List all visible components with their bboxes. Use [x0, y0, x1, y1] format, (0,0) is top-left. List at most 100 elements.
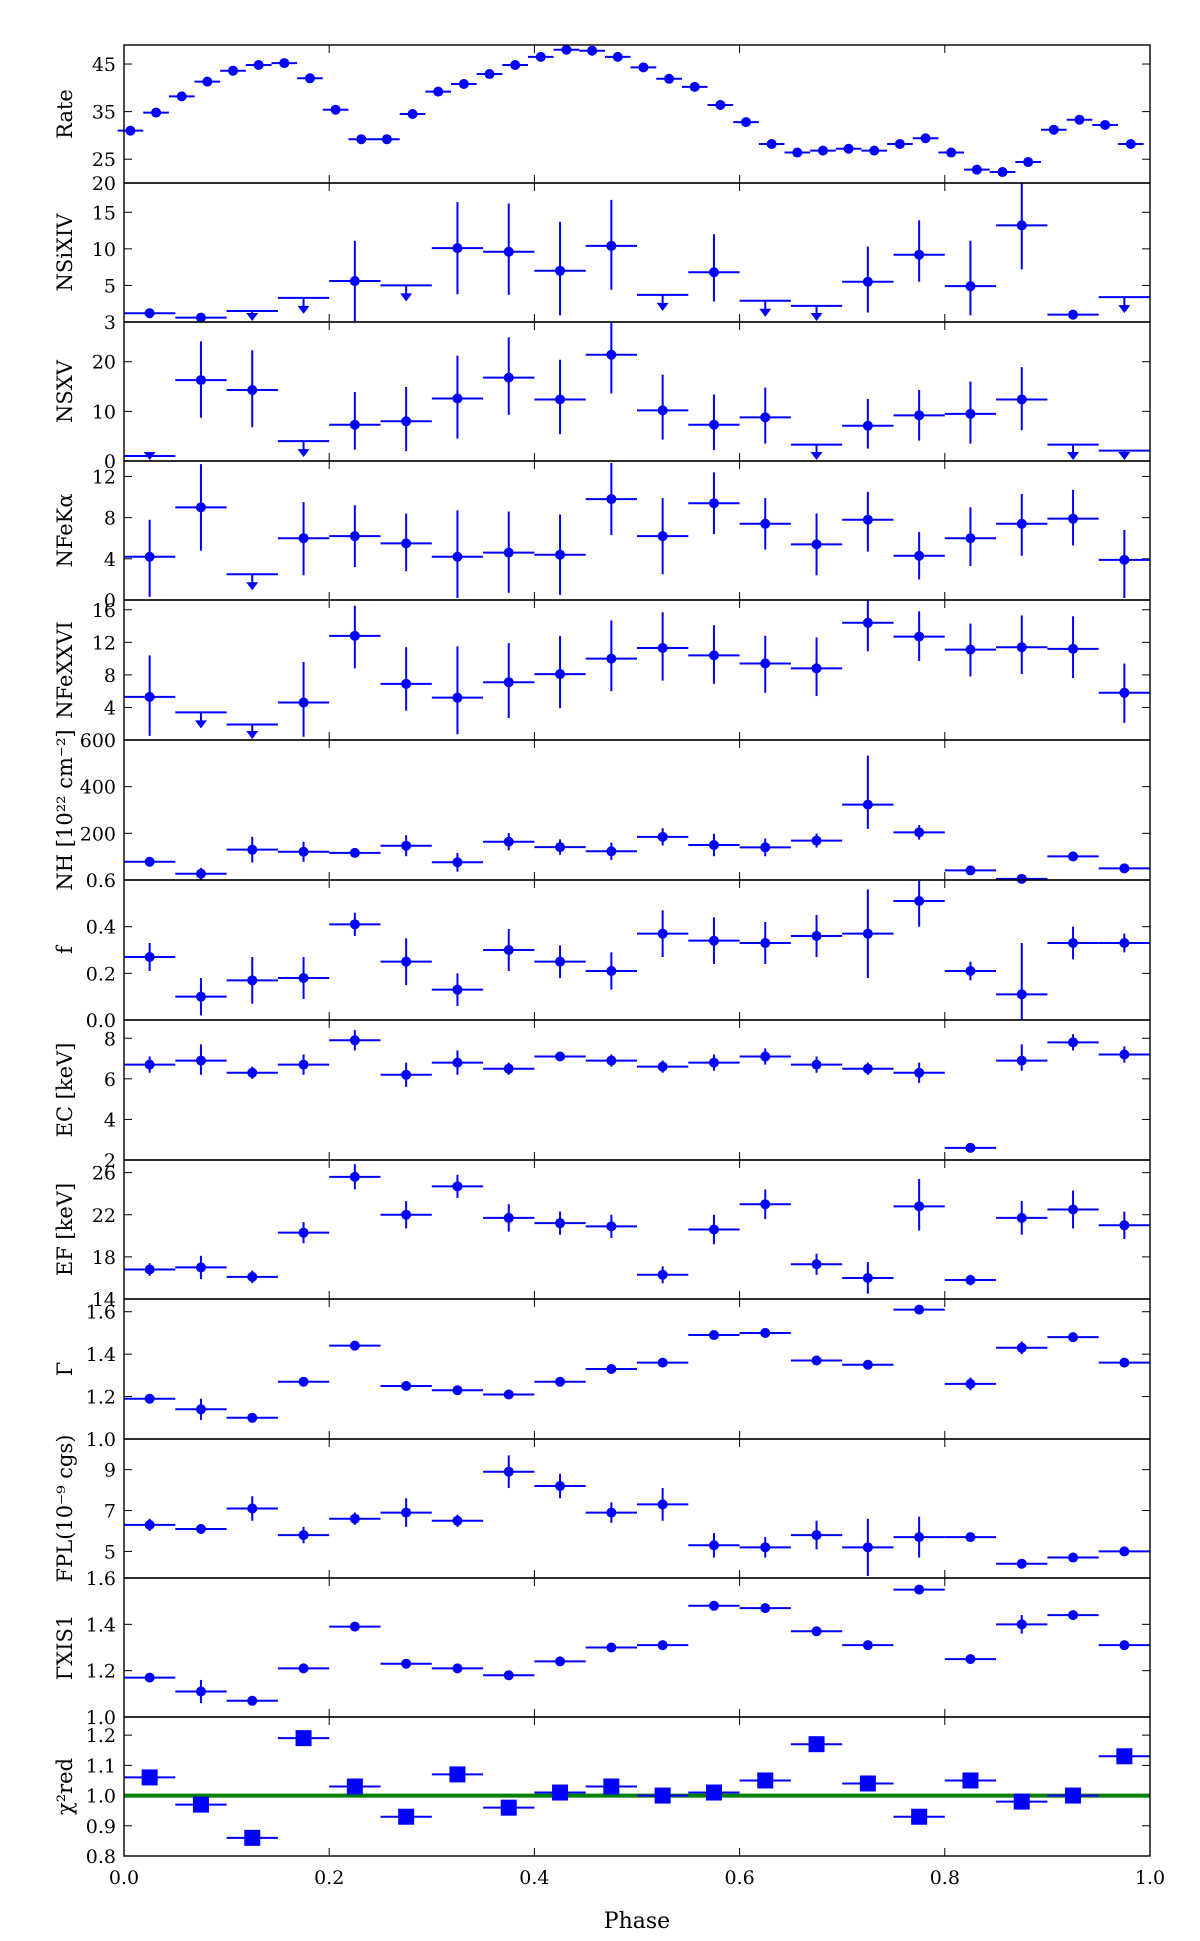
marker: [192, 1796, 209, 1813]
y-axis-label: ΓXIS1: [53, 1615, 77, 1681]
y-tick-label: 8: [104, 508, 116, 530]
data-point: [329, 505, 381, 568]
data-point: [124, 1769, 176, 1786]
data-point: [790, 915, 843, 957]
marker: [811, 539, 822, 550]
marker: [503, 1212, 514, 1223]
series-rate: [117, 44, 1144, 178]
y-tick-label: 1.0: [86, 1707, 116, 1729]
marker: [552, 1784, 569, 1801]
data-point: [996, 1793, 1048, 1810]
x-axis: 0.0 0.2 0.4 0.6 0.8 1.0: [109, 1867, 1165, 1889]
marker: [587, 45, 598, 56]
data-point: [739, 635, 791, 693]
data-point: [534, 839, 586, 855]
marker: [869, 145, 880, 156]
data-point: [534, 221, 586, 316]
marker: [452, 1515, 463, 1526]
data-point: [996, 1044, 1048, 1071]
data-point: [483, 1799, 535, 1816]
data-point: [1047, 489, 1099, 546]
data-point: [534, 635, 586, 709]
data-point: [226, 1066, 278, 1079]
data-point: [1098, 863, 1150, 874]
marker: [760, 1603, 771, 1614]
marker: [555, 265, 566, 276]
data-point: [790, 1520, 843, 1550]
y-tick-label: 12: [92, 632, 116, 654]
y-tick-label: 16: [92, 600, 116, 622]
marker: [689, 81, 700, 92]
data-point: [585, 842, 637, 860]
marker: [965, 865, 976, 876]
data-point: [585, 1214, 637, 1238]
marker: [349, 1171, 360, 1182]
marker: [151, 107, 162, 118]
data-point: [431, 1385, 484, 1396]
marker: [657, 831, 668, 842]
data-point: [835, 143, 862, 154]
marker: [452, 1385, 463, 1396]
data-point: [944, 1532, 997, 1543]
marker: [1116, 1748, 1133, 1765]
data-point: [739, 299, 791, 317]
data-point: [790, 1056, 843, 1073]
marker: [811, 663, 822, 674]
marker: [612, 51, 623, 62]
data-point: [996, 367, 1048, 431]
data-point: [277, 296, 330, 314]
data-point: [1098, 296, 1150, 314]
upper-limit-arrow: [297, 449, 310, 458]
data-point: [431, 202, 484, 295]
series-fpl: [124, 1455, 1150, 1576]
series-ec: [124, 1030, 1150, 1153]
panel-frame: [123, 182, 1151, 323]
data-point: [124, 519, 176, 597]
data-point: [688, 1054, 740, 1071]
data-point: [431, 1050, 484, 1075]
data-point: [637, 1488, 689, 1521]
marker: [811, 1626, 822, 1637]
data-point: [124, 1056, 176, 1073]
data-point: [842, 1518, 894, 1576]
data-point: [1015, 157, 1041, 168]
marker: [808, 1736, 825, 1753]
marker: [811, 1530, 822, 1541]
marker: [503, 1466, 514, 1477]
data-point: [944, 1274, 997, 1286]
data-point: [168, 91, 195, 102]
data-point: [124, 452, 176, 460]
marker: [965, 1532, 976, 1543]
marker: [452, 857, 463, 868]
y-tick-label: 12: [92, 466, 116, 488]
marker: [606, 966, 617, 976]
data-point: [944, 623, 997, 677]
marker: [298, 1530, 309, 1541]
data-point: [175, 341, 227, 418]
data-point: [380, 835, 432, 857]
series-nsxv: [124, 322, 1150, 460]
data-point: [637, 1060, 689, 1073]
marker: [914, 896, 925, 906]
marker: [965, 966, 976, 976]
y-tick-label: 0.2: [86, 963, 116, 985]
marker: [965, 1654, 976, 1665]
marker: [247, 1695, 258, 1706]
marker: [144, 952, 155, 962]
data-point: [1047, 1190, 1099, 1229]
series-gamma_xis1: [124, 1584, 1150, 1706]
marker: [708, 650, 719, 661]
data-point: [944, 240, 997, 316]
marker: [349, 419, 360, 430]
data-point: [483, 1389, 535, 1400]
data-point: [893, 532, 945, 580]
x-tick-label: 0.4: [519, 1867, 549, 1889]
data-point: [143, 107, 169, 118]
data-point: [893, 825, 945, 840]
marker: [914, 827, 925, 838]
marker: [792, 147, 803, 158]
data-point: [380, 1658, 432, 1669]
data-point: [226, 1412, 278, 1423]
y-tick-label: 1.2: [86, 1387, 116, 1409]
